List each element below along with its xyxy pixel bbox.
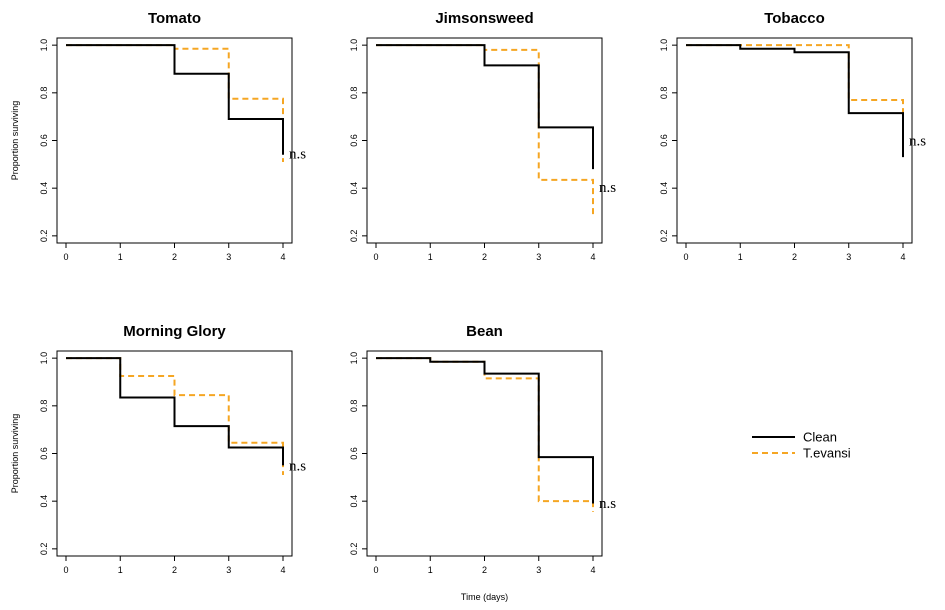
legend-label: T.evansi [803,446,851,461]
x-tick-label: 3 [226,565,231,575]
panel-1: Jimsonsweed 0 1 2 3 4 0.2 0.4 0.6 0.8 1.0 n.s [349,10,616,262]
y-axis-label: Proportion surviving [10,101,20,181]
x-tick-label: 0 [683,252,688,262]
x-tick-label: 1 [118,252,123,262]
y-tick-label: 0.8 [349,400,359,413]
significance-label: n.s [599,180,616,196]
panel-title: Bean [466,323,503,340]
x-tick-label: 2 [482,565,487,575]
y-tick-label: 0.6 [349,134,359,147]
series-line-clean [376,44,594,170]
x-tick-label: 4 [280,565,285,575]
x-tick-label: 3 [226,252,231,262]
significance-label: n.s [289,458,306,474]
x-tick-label: 4 [280,252,285,262]
x-tick-label: 0 [373,565,378,575]
series-line-clean [66,44,284,155]
y-tick-label: 0.4 [39,495,49,508]
panel-title: Tobacco [764,10,825,27]
y-tick-label: 0.4 [349,495,359,508]
y-tick-label: 1.0 [39,352,49,365]
y-tick-label: 0.8 [349,87,359,100]
y-tick-label: 0.8 [659,87,669,100]
x-tick-label: 0 [63,252,68,262]
x-tick-label: 2 [792,252,797,262]
y-tick-label: 0.4 [39,182,49,195]
x-tick-label: 2 [172,252,177,262]
y-tick-label: 0.6 [659,134,669,147]
panel-2: Tobacco 0 1 2 3 4 0.2 0.4 0.6 0.8 1.0 n.s [659,10,926,262]
series-line-clean [686,44,904,158]
x-tick-label: 1 [738,252,743,262]
x-tick-label: 1 [118,565,123,575]
y-tick-label: 0.2 [39,230,49,243]
x-tick-label: 0 [63,565,68,575]
series-line-t-evansi [376,357,594,512]
significance-label: n.s [599,496,616,512]
panel-title: Morning Glory [123,323,226,340]
x-tick-label: 1 [428,252,433,262]
y-tick-label: 0.8 [39,400,49,413]
x-tick-label: 0 [373,252,378,262]
panel-0: Tomato 0 1 2 3 4 0.2 0.4 0.6 0.8 1.0 Proportion sur… [10,10,306,262]
x-tick-label: 3 [846,252,851,262]
series-line-t-evansi [376,44,594,215]
x-tick-label: 4 [900,252,905,262]
y-tick-label: 0.6 [39,134,49,147]
y-tick-label: 1.0 [39,39,49,52]
series-line-t-evansi [686,44,904,134]
y-tick-label: 1.0 [349,352,359,365]
y-tick-label: 0.2 [349,230,359,243]
x-tick-label: 3 [536,252,541,262]
panel-4: Bean 0 1 2 3 4 0.2 0.4 0.6 0.8 1.0 Time (days) n.s [349,323,616,602]
y-tick-label: 0.4 [659,182,669,195]
x-tick-label: 4 [590,252,595,262]
series-line-clean [376,357,594,504]
y-tick-label: 0.4 [349,182,359,195]
y-tick-label: 1.0 [659,39,669,52]
significance-label: n.s [289,147,306,163]
y-tick-label: 0.6 [39,447,49,460]
y-tick-label: 0.8 [39,87,49,100]
y-tick-label: 0.6 [349,447,359,460]
plot-frame [366,350,603,557]
x-tick-label: 4 [590,565,595,575]
panel-3: Morning Glory 0 1 2 3 4 0.2 0.4 0.6 0.8 1.0 Proport… [10,323,306,575]
x-axis-label: Time (days) [461,592,508,602]
series-line-t-evansi [66,44,284,162]
x-tick-label: 2 [172,565,177,575]
y-tick-label: 0.2 [39,543,49,556]
plot-frame [366,37,603,244]
y-tick-label: 0.2 [659,230,669,243]
x-tick-label: 2 [482,252,487,262]
panel-title: Tomato [148,10,201,27]
y-tick-label: 1.0 [349,39,359,52]
y-axis-label: Proportion surviving [10,414,20,494]
legend-label: Clean [803,430,837,445]
plot-frame [676,37,913,244]
x-tick-label: 3 [536,565,541,575]
y-tick-label: 0.2 [349,543,359,556]
panel-title: Jimsonsweed [435,10,533,27]
significance-label: n.s [909,134,926,150]
series-line-clean [66,357,284,466]
x-tick-label: 1 [428,565,433,575]
